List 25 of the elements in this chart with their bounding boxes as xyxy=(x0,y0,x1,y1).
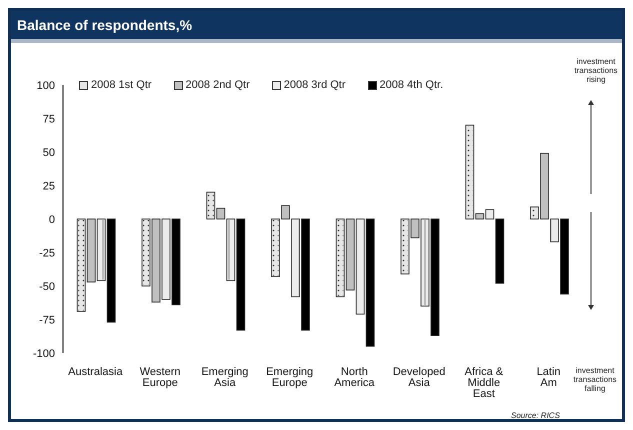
y-tick-label: 25 xyxy=(42,180,55,192)
y-tick-label: 50 xyxy=(42,146,55,159)
text: investment transactions rising xyxy=(573,57,619,84)
chart-title: Balance of respondents,% xyxy=(11,11,622,43)
legend-label: 2008 2nd Qtr xyxy=(186,79,250,91)
x-tick-label: Emerging Asia xyxy=(201,366,248,389)
x-tick-label: Australasia xyxy=(68,366,124,378)
y-tick-label: -100 xyxy=(32,348,55,360)
x-tick-label: Western Europe xyxy=(140,366,181,389)
legend-label: 2008 3rd Qtr xyxy=(284,79,346,91)
y-tick-label: -50 xyxy=(39,280,55,293)
text: investment transactions falling xyxy=(572,366,618,393)
x-tick-label: Developed Asia xyxy=(392,366,446,389)
y-tick-label: -25 xyxy=(39,247,55,260)
legend-label: 2008 4th Qtr. xyxy=(380,79,444,91)
y-tick-label: 100 xyxy=(36,80,55,92)
source-note: Source: RICS xyxy=(511,411,560,420)
y-tick-label: 75 xyxy=(42,113,55,126)
x-tick-label: North America xyxy=(334,366,376,389)
y-tick-label: 0 xyxy=(48,214,55,226)
x-tick-label: Latin Am xyxy=(536,366,561,389)
x-tick-label: Emerging Europe xyxy=(266,366,314,389)
y-tick-label: -75 xyxy=(39,314,55,326)
legend-label: 2008 1st Qtr xyxy=(91,79,152,91)
x-tick-label: Africa & Middle East xyxy=(464,366,504,400)
